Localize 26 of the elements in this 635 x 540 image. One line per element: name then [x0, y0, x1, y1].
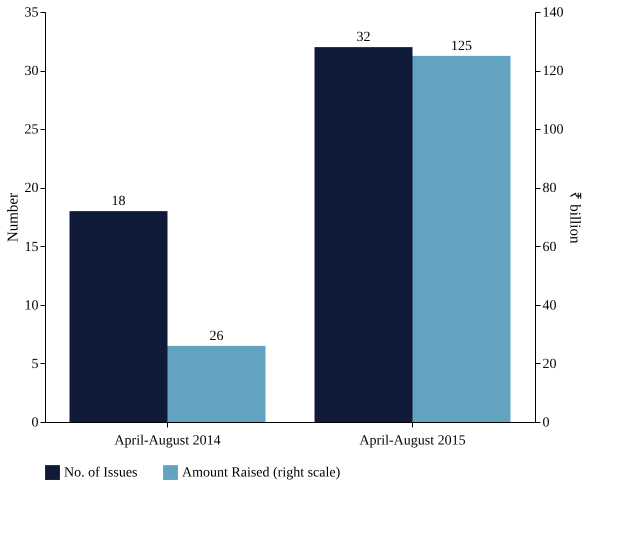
data-label: 18 — [112, 194, 126, 210]
y2-tick-label: 80 — [542, 181, 556, 196]
y2-tick-label: 0 — [542, 416, 550, 430]
y2-tick-label: 100 — [542, 122, 564, 138]
y-tick-label: 10 — [24, 298, 38, 314]
legend-label: Amount Raised (right scale) — [182, 466, 341, 481]
y-tick-label: 25 — [24, 122, 38, 138]
y2-tick-label: 40 — [542, 298, 556, 314]
y-tick-label: 5 — [32, 356, 38, 372]
data-label: 26 — [210, 328, 224, 344]
y-tick-label: 0 — [32, 416, 38, 430]
y2-tick-label: 140 — [542, 6, 564, 20]
x-tick-label: April-August 2015 — [359, 434, 466, 448]
y2-tick-label: 120 — [542, 64, 564, 80]
data-label: 32 — [356, 30, 370, 46]
y2-axis-title: ₹ billion — [566, 192, 582, 244]
y-tick-label: 20 — [24, 181, 38, 196]
y-tick-label: 30 — [24, 64, 38, 80]
legend-label: No. of Issues — [64, 466, 138, 481]
data-label: 125 — [451, 38, 472, 54]
y2-tick-label: 20 — [542, 356, 556, 372]
y-tick-label: 35 — [24, 6, 38, 20]
y2-tick-label: 60 — [542, 240, 556, 255]
y-axis-title: Number — [6, 192, 22, 242]
y-tick-label: 15 — [24, 240, 38, 255]
x-tick-label: April-August 2014 — [114, 434, 221, 448]
